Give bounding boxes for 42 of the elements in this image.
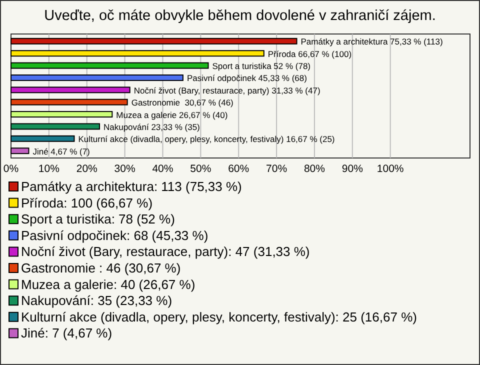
x-tick-label: 20% [76, 163, 98, 175]
bar [10, 38, 298, 44]
bar [10, 74, 184, 81]
text: Muzea a galerie: 40 (26,67 %) [21, 276, 196, 292]
x-tick-label: 30% [114, 163, 136, 175]
data-label: Gastronomie 30,67 % (46) [131, 98, 234, 108]
x-tick-label: 10% [38, 163, 60, 175]
text: Příroda: 100 (66,67 %) [21, 195, 153, 210]
x-tick-label: 90% [342, 163, 363, 175]
bar [10, 123, 100, 130]
x-tick-label: 60% [228, 163, 250, 175]
text: Pasivní odpočinek: 68 (45,33 %) [21, 228, 208, 243]
text: Nakupování: 35 (23,33 %) [21, 293, 172, 308]
text: Památky a architektura: 113 (75,33 %) [21, 179, 242, 194]
bar [10, 50, 264, 57]
data-label: Památky a architektura 75,33 % (113) [300, 36, 443, 47]
data-label: Muzea a galerie 26,67 % (40) [116, 110, 228, 120]
bar [10, 62, 209, 69]
bar [10, 86, 130, 94]
x-tick-label: 70% [266, 163, 288, 175]
x-tick-label: 50% [190, 163, 212, 175]
data-label: Kulturní akce (divadla, opery, plesy, koncerty, festivaly) 16,67 % (25) [78, 134, 335, 144]
bar [10, 98, 128, 106]
text: Sport a turistika: 78 (52 %) [21, 212, 175, 227]
text: Kulturní akce (divadla, opery, plesy, koncerty, festivaly): 25 (16,67 %) [21, 309, 417, 324]
text: Jiné: 7 (4,67 %) [21, 326, 112, 341]
bar [10, 135, 75, 142]
data-label: Sport a turistika 52 % (78) [212, 61, 311, 72]
bar [10, 148, 30, 154]
bar [10, 111, 113, 118]
x-tick-label: 40% [152, 163, 174, 175]
data-label: Pasivní odpočinek 45,33 % (68) [186, 73, 308, 84]
data-label: Příroda 66,67 % (100) [268, 48, 352, 59]
x-tick-label: 80% [304, 163, 325, 175]
x-tick-label: 0% [3, 163, 19, 175]
data-label: Nakupování 23,33 % (35) [104, 122, 200, 132]
text: Noční život (Bary, restaurace, party): 47 (31,33 %) [21, 244, 310, 260]
data-label: Noční život (Bary, restaurace, party) 31,33 % (47) [134, 85, 320, 96]
data-label: Jiné 4,67 % (7) [32, 146, 90, 156]
x-tick-label: 100% [376, 163, 404, 175]
text: Gastronomie : 46 (30,67 %) [21, 260, 181, 276]
chart-title: Uveďte, oč máte obvykle během dovolené v zahraničí zájem. [44, 8, 436, 24]
